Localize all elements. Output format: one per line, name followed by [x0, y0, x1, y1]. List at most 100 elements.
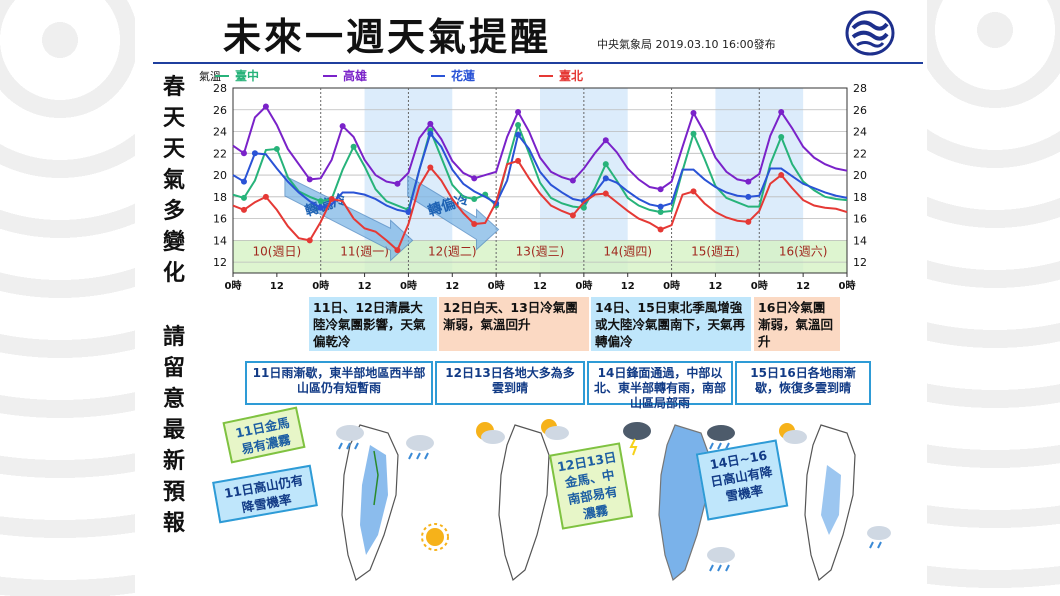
thunderstorm-icon [623, 422, 651, 456]
y-tick-label-left: 22 [213, 147, 227, 160]
y-tick-label-right: 12 [853, 256, 867, 269]
cloud-rain-icon [707, 547, 735, 572]
series-point [240, 150, 247, 157]
x-tick-label: 12 [270, 281, 284, 292]
series-point [317, 198, 324, 205]
cloud-rain-icon [707, 425, 735, 450]
series-point [328, 196, 335, 202]
side-text-1: 春天天氣多變化 [162, 75, 185, 286]
series-point [515, 122, 522, 128]
x-tick-label: 0時 [839, 279, 856, 292]
y-tick-label-right: 22 [853, 147, 867, 160]
series-point [471, 221, 478, 228]
low-temp-band [233, 240, 847, 273]
background-right [925, 0, 1060, 596]
x-tick-label: 12 [796, 281, 810, 292]
day-label: 10(週日) [253, 245, 302, 259]
series-point [745, 218, 752, 225]
sun-cloud-icon [476, 422, 505, 444]
series-point [690, 188, 697, 195]
x-tick-label: 12 [533, 281, 547, 292]
sun-cloud-icon [779, 423, 807, 444]
x-tick-label: 0時 [751, 279, 768, 292]
series-point [569, 177, 576, 184]
series-point [394, 180, 401, 187]
y-tick-label-left: 16 [213, 213, 227, 226]
series-point [240, 206, 247, 213]
x-tick-label: 12 [358, 281, 372, 292]
series-point [317, 204, 324, 211]
cloud-rain-icon [406, 435, 434, 460]
forecast-box-2: 12日白天、13日冷氣團漸弱，氣溫回升 [439, 297, 589, 351]
series-point [273, 145, 280, 152]
series-point [262, 103, 269, 110]
series-point [778, 108, 785, 115]
forecast-box-1: 11日、12日清晨大陸冷氣團影響，天氣偏乾冷 [309, 297, 437, 351]
series-point [657, 209, 664, 216]
y-tick-label-right: 14 [853, 234, 867, 247]
day-label: 14(週四) [603, 245, 652, 259]
series-point [580, 204, 587, 211]
day-label: 13(週三) [516, 245, 565, 259]
legend-label: 高雄 [343, 68, 367, 83]
legend-label: 臺中 [235, 68, 259, 83]
y-tick-label-right: 18 [853, 191, 867, 204]
cloud-rain-icon [336, 425, 364, 450]
x-tick-label: 0時 [225, 279, 242, 292]
cwb-logo-icon [845, 10, 895, 56]
series-point [515, 157, 522, 164]
day-label: 12(週二) [428, 245, 477, 259]
series-point [657, 226, 664, 233]
series-point [602, 161, 609, 168]
y-tick-label-left: 24 [213, 126, 227, 139]
series-point [515, 131, 522, 138]
series-point [240, 194, 247, 201]
series-point [602, 175, 609, 182]
cold-arrow [284, 175, 414, 262]
x-tick-label: 0時 [400, 279, 417, 292]
header-divider [153, 62, 923, 64]
series-point [602, 137, 609, 144]
series-point [339, 123, 346, 130]
sun-cloud-icon [541, 419, 569, 440]
y-axis-label: 氣溫 [199, 69, 221, 83]
series-point [405, 209, 412, 216]
forecast-slide: 未來一週天氣提醒 中央氣象局 2019.03.10 16:00發布 春天天氣多變… [135, 0, 927, 596]
y-tick-label-right: 28 [853, 82, 867, 95]
weather-note-1: 11日雨漸歇，東半部地區西半部山區仍有短暫雨 [245, 361, 433, 405]
map-panel-4 [779, 423, 891, 582]
y-tick-label-left: 18 [213, 191, 227, 204]
series-point [306, 237, 313, 244]
series-point [427, 164, 434, 171]
series-point [745, 178, 752, 185]
series-line-臺北 [232, 159, 848, 252]
x-tick-label: 12 [708, 281, 722, 292]
y-tick-label-left: 20 [213, 169, 227, 182]
weather-note-4: 15日16日各地雨漸歇，恢復多雲到晴 [735, 361, 871, 405]
y-tick-label-left: 28 [213, 82, 227, 95]
x-tick-label: 0時 [312, 279, 329, 292]
y-tick-label-left: 14 [213, 234, 227, 247]
series-line-臺中 [232, 121, 848, 214]
series-point [471, 196, 478, 202]
legend-label: 臺北 [559, 68, 583, 83]
side-text-2: 請留意最新預報 [162, 325, 185, 536]
map-panel-1 [336, 424, 449, 581]
series-point [427, 130, 434, 137]
forecast-box-4: 16日冷氣團漸弱，氣溫回升 [754, 297, 840, 351]
day-label: 15(週五) [691, 245, 740, 259]
series-point [251, 150, 258, 157]
day-label: 11(週一) [340, 245, 389, 259]
series-point [471, 175, 478, 182]
y-tick-label-left: 12 [213, 256, 227, 269]
series-point [515, 108, 522, 115]
series-point [745, 193, 752, 200]
x-tick-label: 12 [621, 281, 635, 292]
series-point [778, 133, 785, 140]
x-tick-label: 0時 [663, 279, 680, 292]
y-tick-label-right: 16 [853, 213, 867, 226]
series-line-高雄 [232, 104, 848, 191]
background-left [0, 0, 135, 596]
legend-label: 花蓮 [451, 68, 475, 83]
series-point [427, 120, 434, 127]
